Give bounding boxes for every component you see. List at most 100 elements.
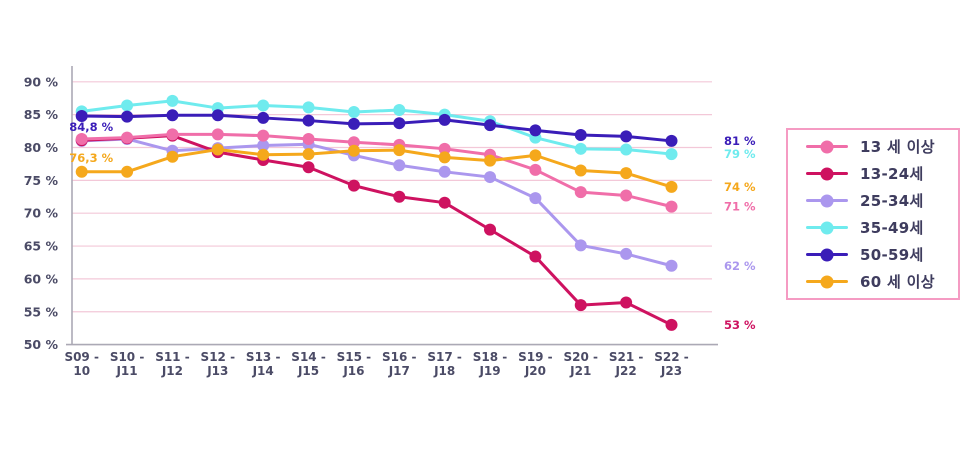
data-point — [665, 134, 678, 147]
data-point — [529, 250, 542, 263]
end-value-label: 71 % — [724, 200, 756, 214]
series-line — [81, 147, 672, 189]
data-point — [620, 296, 633, 309]
y-axis-labels: 90 % 85 % 80 % 75 % 70 % 65 % 60 % 55 % 50 % — [24, 74, 59, 352]
data-point — [302, 161, 315, 174]
data-point — [620, 143, 633, 156]
data-point — [438, 142, 451, 155]
data-point — [302, 148, 315, 161]
value-annotations: 84,8 % 76,3 % 81 %79 % 74 % 71 % 62 % 53 % — [69, 120, 756, 332]
data-point — [121, 110, 134, 123]
data-point — [302, 101, 315, 114]
data-point — [574, 164, 587, 177]
data-point — [347, 179, 360, 192]
data-point — [347, 117, 360, 130]
x-tick-label: S14 -J15 — [291, 350, 326, 378]
data-point — [121, 165, 134, 178]
data-point — [121, 131, 134, 144]
series-line — [81, 137, 672, 268]
data-point — [393, 144, 406, 157]
data-point — [166, 109, 179, 122]
y-tick-label: 60 % — [24, 271, 59, 286]
data-point — [393, 190, 406, 203]
legend-item-label: 13-24세 — [860, 165, 924, 183]
data-point — [211, 128, 224, 141]
legend-item: 35-49세 — [806, 214, 958, 241]
legend-item: 13 세 이상 — [806, 133, 958, 160]
data-point — [347, 144, 360, 157]
legend-item-label: 35-49세 — [860, 219, 924, 237]
series-line — [81, 134, 673, 327]
data-point — [529, 124, 542, 137]
legend-swatch-icon — [806, 274, 848, 289]
data-point — [620, 189, 633, 202]
x-tick-label: S21 -J22 — [609, 350, 644, 378]
data-point — [257, 111, 270, 124]
x-tick-label: S15 -J16 — [337, 350, 372, 378]
x-tick-label: S13 -J14 — [246, 350, 281, 378]
legend-item: 25-34세 — [806, 187, 958, 214]
series-60 세 이상 — [75, 143, 678, 193]
end-value-label: 62 % — [724, 259, 756, 273]
data-point — [484, 154, 497, 167]
y-tick-label: 70 % — [24, 206, 59, 221]
data-point — [529, 149, 542, 162]
legend-item-label: 25-34세 — [860, 192, 924, 210]
legend-item: 13-24세 — [806, 160, 958, 187]
data-point — [665, 180, 678, 193]
data-point — [166, 128, 179, 141]
data-point — [257, 99, 270, 112]
data-point — [211, 109, 224, 122]
y-tick-label: 65 % — [24, 239, 59, 254]
data-point — [574, 239, 587, 252]
x-tick-label: S18 -J19 — [473, 350, 508, 378]
data-point — [438, 113, 451, 126]
data-point — [75, 109, 88, 122]
legend-swatch-icon — [806, 220, 848, 235]
data-point — [665, 318, 678, 331]
data-point — [438, 196, 451, 209]
data-point — [393, 159, 406, 172]
data-point — [347, 106, 360, 119]
data-point — [574, 186, 587, 199]
data-point — [166, 150, 179, 163]
data-point — [393, 117, 406, 130]
data-point — [529, 163, 542, 176]
data-point — [665, 259, 678, 272]
start-value-label: 76,3 % — [69, 151, 113, 165]
data-point — [484, 119, 497, 132]
x-tick-label: S11 -J12 — [155, 350, 190, 378]
data-point — [257, 139, 270, 152]
series-25-34세 — [75, 132, 678, 272]
legend-item: 50-59세 — [806, 241, 958, 268]
legend-item-label: 50-59세 — [860, 246, 924, 264]
data-point — [484, 223, 497, 236]
y-tick-label: 55 % — [24, 304, 59, 319]
y-tick-label: 75 % — [24, 173, 59, 188]
y-tick-label: 50 % — [24, 337, 59, 352]
data-point — [529, 192, 542, 205]
data-point — [574, 299, 587, 312]
end-value-label: 81 % — [724, 134, 756, 148]
data-point — [347, 136, 360, 149]
x-tick-label: S22 -J23 — [654, 350, 689, 378]
end-value-label: 74 % — [724, 180, 756, 194]
data-point — [75, 132, 88, 145]
y-tick-label: 85 % — [24, 107, 59, 122]
x-tick-label: S09 -10 — [64, 350, 99, 378]
series-line — [81, 99, 672, 156]
legend-swatch-icon — [806, 139, 848, 154]
data-point — [438, 151, 451, 164]
data-point — [484, 171, 497, 184]
data-point — [302, 114, 315, 127]
x-axis-labels: S09 -10 S10 -J11 S11 -J12 S12 -J13 S13 -J14 S… — [64, 350, 688, 378]
legend-item: 60 세 이상 — [806, 268, 958, 295]
series-35-49세 — [75, 94, 678, 161]
x-tick-label: S16 -J17 — [382, 350, 417, 378]
y-tick-label: 90 % — [24, 74, 59, 89]
data-point — [620, 247, 633, 260]
data-point — [665, 200, 678, 213]
legend-swatch-icon — [806, 166, 848, 181]
